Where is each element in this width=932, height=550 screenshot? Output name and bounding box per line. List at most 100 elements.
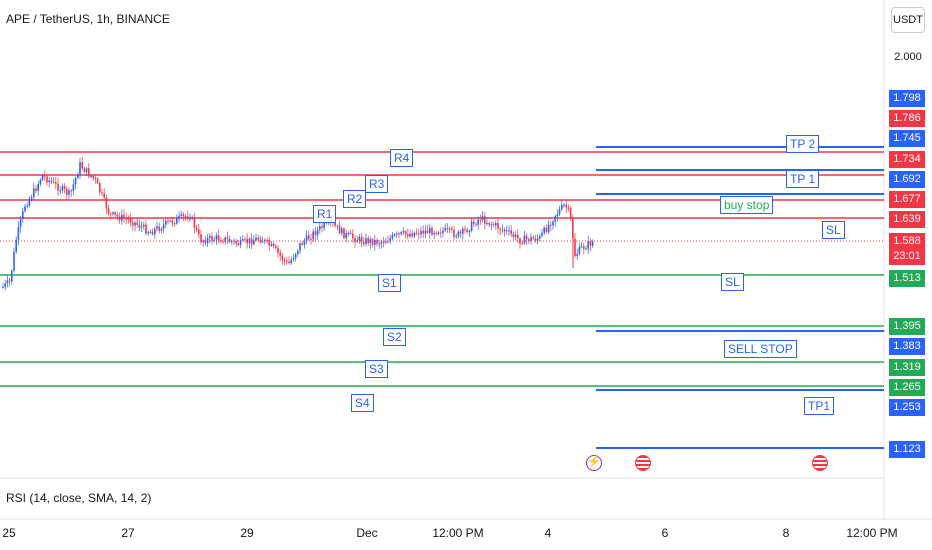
candle-body [479, 219, 482, 221]
rsi-indicator-label[interactable]: RSI (14, close, SMA, 14, 2) [6, 491, 152, 505]
candle-body [33, 188, 35, 198]
candle-body [292, 258, 295, 260]
candle-body [360, 236, 363, 243]
candle-body [334, 222, 336, 226]
sell-stop-label[interactable]: SELL STOP [724, 340, 797, 358]
candle-body [349, 233, 352, 235]
candle-body [565, 204, 567, 208]
price-badge: 1.677 [889, 191, 925, 208]
us-flag-icon[interactable] [635, 455, 651, 471]
price-badge: 1.692 [889, 171, 925, 188]
candle-body [508, 230, 510, 232]
candle-body [470, 221, 473, 231]
candle-body [475, 223, 477, 225]
r2-label[interactable]: R2 [343, 190, 367, 208]
candle-body [437, 232, 440, 234]
r3-label[interactable]: R3 [365, 175, 389, 193]
tp1-upper-label[interactable]: TP 1 [786, 170, 820, 188]
price-axis-top-label: 2.000 [894, 51, 922, 63]
candle-body [259, 239, 262, 242]
candle-body [550, 224, 552, 226]
candle-body [226, 237, 229, 239]
candle-body [143, 224, 145, 227]
candle-body [167, 220, 169, 222]
symbol-title[interactable]: APE / TetherUS, 1h, BINANCE [6, 12, 170, 26]
candle-body [426, 230, 429, 233]
candle-body [424, 230, 427, 234]
candle-countdown: 23:01 [893, 250, 921, 262]
candle-body [462, 228, 464, 234]
candle-body [147, 232, 149, 234]
candle-body [499, 228, 501, 230]
candle-body [521, 243, 523, 245]
candle-body [523, 235, 526, 244]
candle-body [376, 239, 378, 244]
candle-body [169, 220, 171, 222]
candle-body [228, 238, 231, 242]
candle-body [46, 176, 48, 183]
candle-body [356, 240, 358, 242]
candle-body [283, 259, 286, 261]
candle-body [275, 246, 277, 248]
candle-body [310, 238, 312, 240]
candle-body [409, 233, 411, 237]
candle-body [237, 243, 240, 245]
price-badge: 1.786 [889, 110, 925, 127]
candle-body [140, 226, 143, 228]
candle-body [52, 181, 55, 183]
r4-label[interactable]: R4 [390, 149, 414, 167]
candle-body [396, 233, 398, 235]
candle-body [15, 239, 17, 252]
candle-body [422, 230, 424, 234]
currency-button[interactable]: USDT [891, 7, 925, 33]
s1-label[interactable]: S1 [378, 274, 401, 292]
time-axis-tick: 12:00 PM [846, 526, 898, 540]
current-price-value: 1.588 [893, 235, 921, 247]
candle-body [378, 243, 380, 245]
candle-body [488, 222, 490, 225]
buy-stop-label[interactable]: buy stop [720, 196, 774, 214]
candle-body [191, 217, 193, 219]
candle-body [277, 247, 279, 253]
current-price-badge: 1.588 23:01 [889, 233, 925, 265]
candle-body [59, 190, 61, 192]
candle-body [255, 237, 257, 241]
candle-body [107, 208, 110, 214]
tp2-label[interactable]: TP 2 [786, 135, 820, 153]
candle-body [336, 225, 339, 227]
s4-label[interactable]: S4 [351, 394, 374, 412]
s3-label[interactable]: S3 [365, 360, 388, 378]
candle-body [391, 234, 394, 239]
candle-body [35, 188, 37, 191]
candle-body [138, 224, 141, 228]
tp1-lower-label[interactable]: TP1 [804, 397, 835, 415]
candlestick-series[interactable] [2, 156, 594, 291]
candle-body [270, 243, 273, 246]
candle-body [468, 230, 471, 232]
candle-body [193, 217, 196, 228]
price-badge: 1.513 [889, 270, 925, 287]
s2-label[interactable]: S2 [383, 328, 406, 346]
price-badge: 1.395 [889, 318, 925, 335]
candle-body [70, 190, 72, 192]
candle-body [129, 218, 132, 223]
candle-body [547, 224, 550, 232]
candle-body [213, 239, 215, 241]
candle-body [312, 231, 314, 240]
sl-lower-label[interactable]: SL [721, 273, 744, 291]
r1-label[interactable]: R1 [313, 205, 337, 223]
candle-body [248, 238, 251, 244]
candle-body [28, 198, 31, 206]
us-flag-icon[interactable] [812, 455, 828, 471]
candle-body [543, 227, 545, 233]
candle-body [576, 253, 578, 257]
candle-body [145, 224, 147, 234]
candle-body [257, 237, 259, 240]
lightning-icon[interactable]: ⚡ [586, 455, 602, 471]
candle-body [506, 230, 508, 232]
price-badge: 1.123 [889, 441, 925, 458]
sl-upper-label[interactable]: SL [822, 221, 845, 239]
candle-body [354, 238, 356, 242]
candle-body [96, 178, 99, 184]
